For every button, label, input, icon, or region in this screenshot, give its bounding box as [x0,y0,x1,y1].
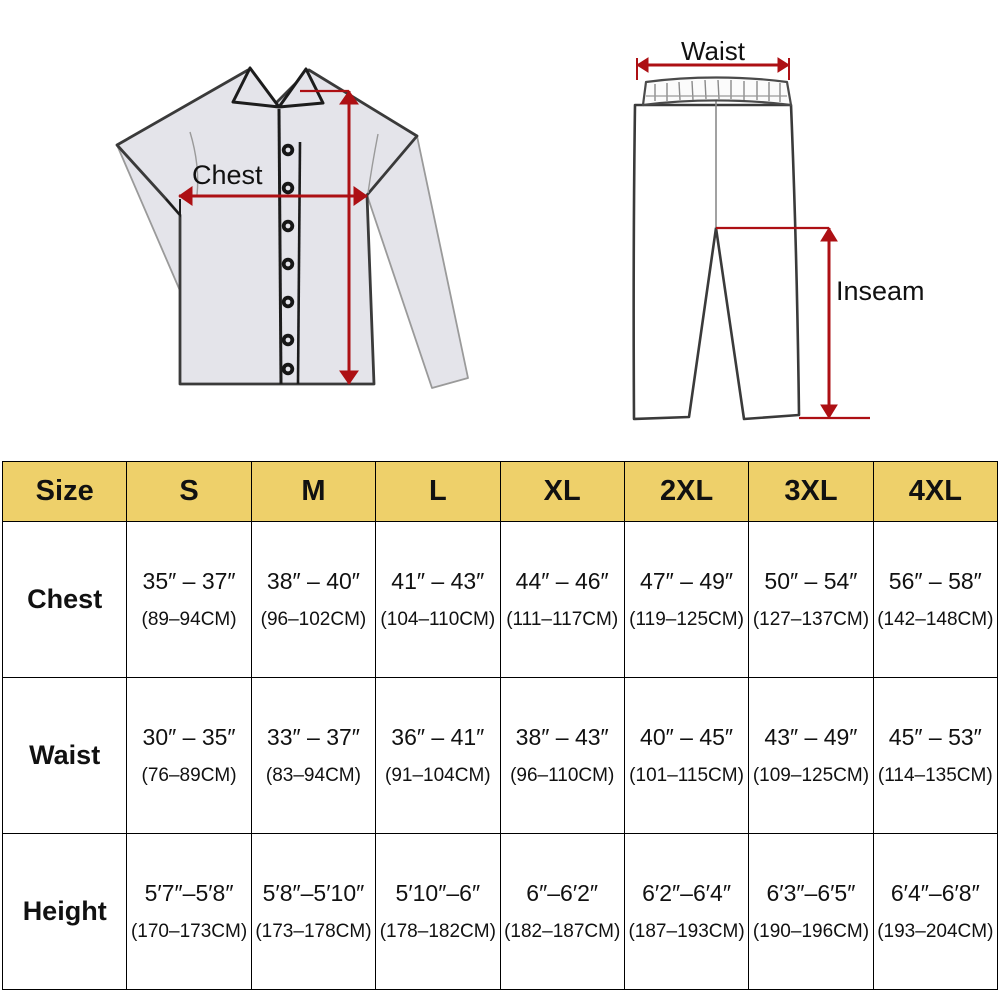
svg-text:Waist: Waist [681,36,746,66]
svg-text:Chest: Chest [192,160,263,190]
svg-text:Inseam: Inseam [836,276,925,306]
